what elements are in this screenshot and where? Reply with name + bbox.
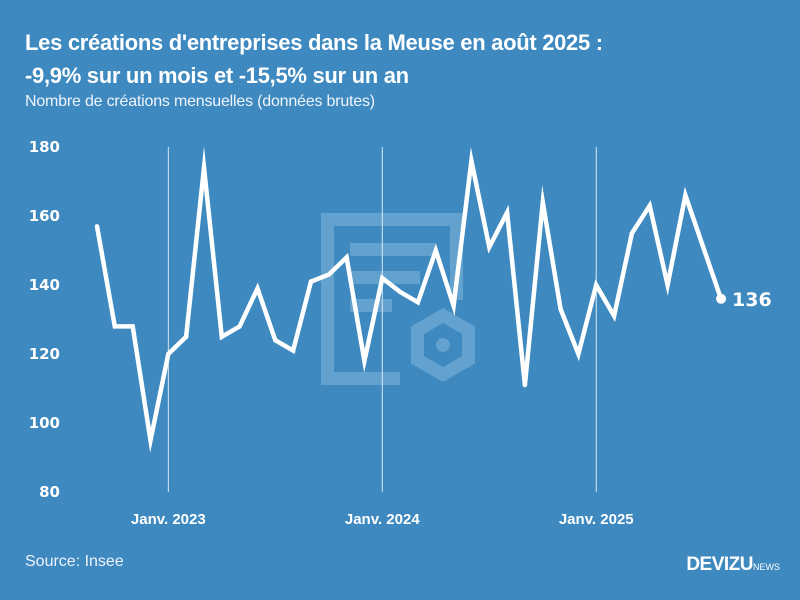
data-point: [540, 200, 545, 205]
end-point-marker: [716, 293, 727, 304]
data-point: [558, 306, 563, 312]
data-point: [326, 272, 331, 277]
data-point: [94, 224, 100, 229]
data-point: [237, 324, 242, 329]
data-point: [701, 244, 706, 250]
data-point: [112, 324, 118, 329]
data-point: [290, 348, 296, 353]
y-tick-label: 120: [29, 345, 60, 363]
logo-main-text: DEVIZU: [686, 554, 753, 575]
y-tick-label: 160: [29, 207, 60, 225]
x-axis-ticks: Janv. 2023 Janv. 2024 Janv. 2025: [131, 511, 634, 528]
data-point: [522, 382, 528, 388]
watermark-line-3: [350, 299, 392, 312]
data-point: [273, 338, 278, 343]
x-tick-label: Janv. 2023: [131, 511, 206, 528]
data-point: [362, 358, 367, 364]
data-points: [94, 158, 724, 443]
x-tick-label: Janv. 2025: [559, 511, 634, 528]
data-point: [183, 334, 189, 339]
data-point: [665, 282, 670, 288]
watermark-hexagon-dot: [436, 338, 450, 352]
watermark-line-1: [350, 243, 435, 256]
data-point: [451, 303, 456, 308]
data-point: [308, 279, 314, 284]
y-tick-label: 140: [29, 276, 60, 294]
data-point: [433, 248, 438, 253]
series-line: [94, 146, 724, 453]
data-point: [380, 275, 385, 281]
data-point: [629, 231, 635, 236]
y-axis-ticks: 80 100 120 140 160 180: [29, 138, 60, 501]
data-point: [611, 313, 617, 319]
source-note: Source: Insee: [25, 553, 124, 570]
data-point: [594, 282, 599, 288]
y-tick-label: 180: [29, 138, 60, 156]
data-point: [166, 351, 171, 357]
data-point: [415, 300, 421, 305]
watermark-hexagon: [411, 308, 475, 382]
data-point: [504, 210, 510, 215]
data-point: [148, 438, 153, 443]
data-point: [683, 193, 688, 198]
devizu-logo: DEVIZU NEWS: [686, 554, 780, 576]
data-point: [469, 158, 474, 163]
data-point: [576, 351, 581, 357]
watermark-logo-icon: [321, 213, 475, 385]
chart-title: Les créations d'entreprises dans la Meus…: [25, 26, 785, 92]
data-point: [487, 244, 492, 250]
logo-sub-text: NEWS: [753, 562, 780, 572]
y-tick-label: 100: [29, 414, 60, 432]
title-line-1: Les créations d'entreprises dans la Meus…: [25, 30, 603, 55]
data-point: [201, 165, 207, 170]
data-point: [130, 324, 135, 329]
data-point: [219, 334, 224, 339]
chart-subtitle: Nombre de créations mensuelles (données …: [25, 93, 375, 110]
gridlines: [167, 147, 597, 492]
data-point: [647, 203, 652, 208]
title-line-2: -9,9% sur un mois et -15,5% sur un an: [25, 63, 409, 88]
end-value-label: 136: [732, 289, 772, 311]
data-point: [397, 289, 403, 295]
data-point: [344, 255, 349, 260]
y-tick-label: 80: [39, 483, 60, 501]
x-tick-label: Janv. 2024: [345, 511, 420, 528]
data-point: [255, 286, 260, 291]
